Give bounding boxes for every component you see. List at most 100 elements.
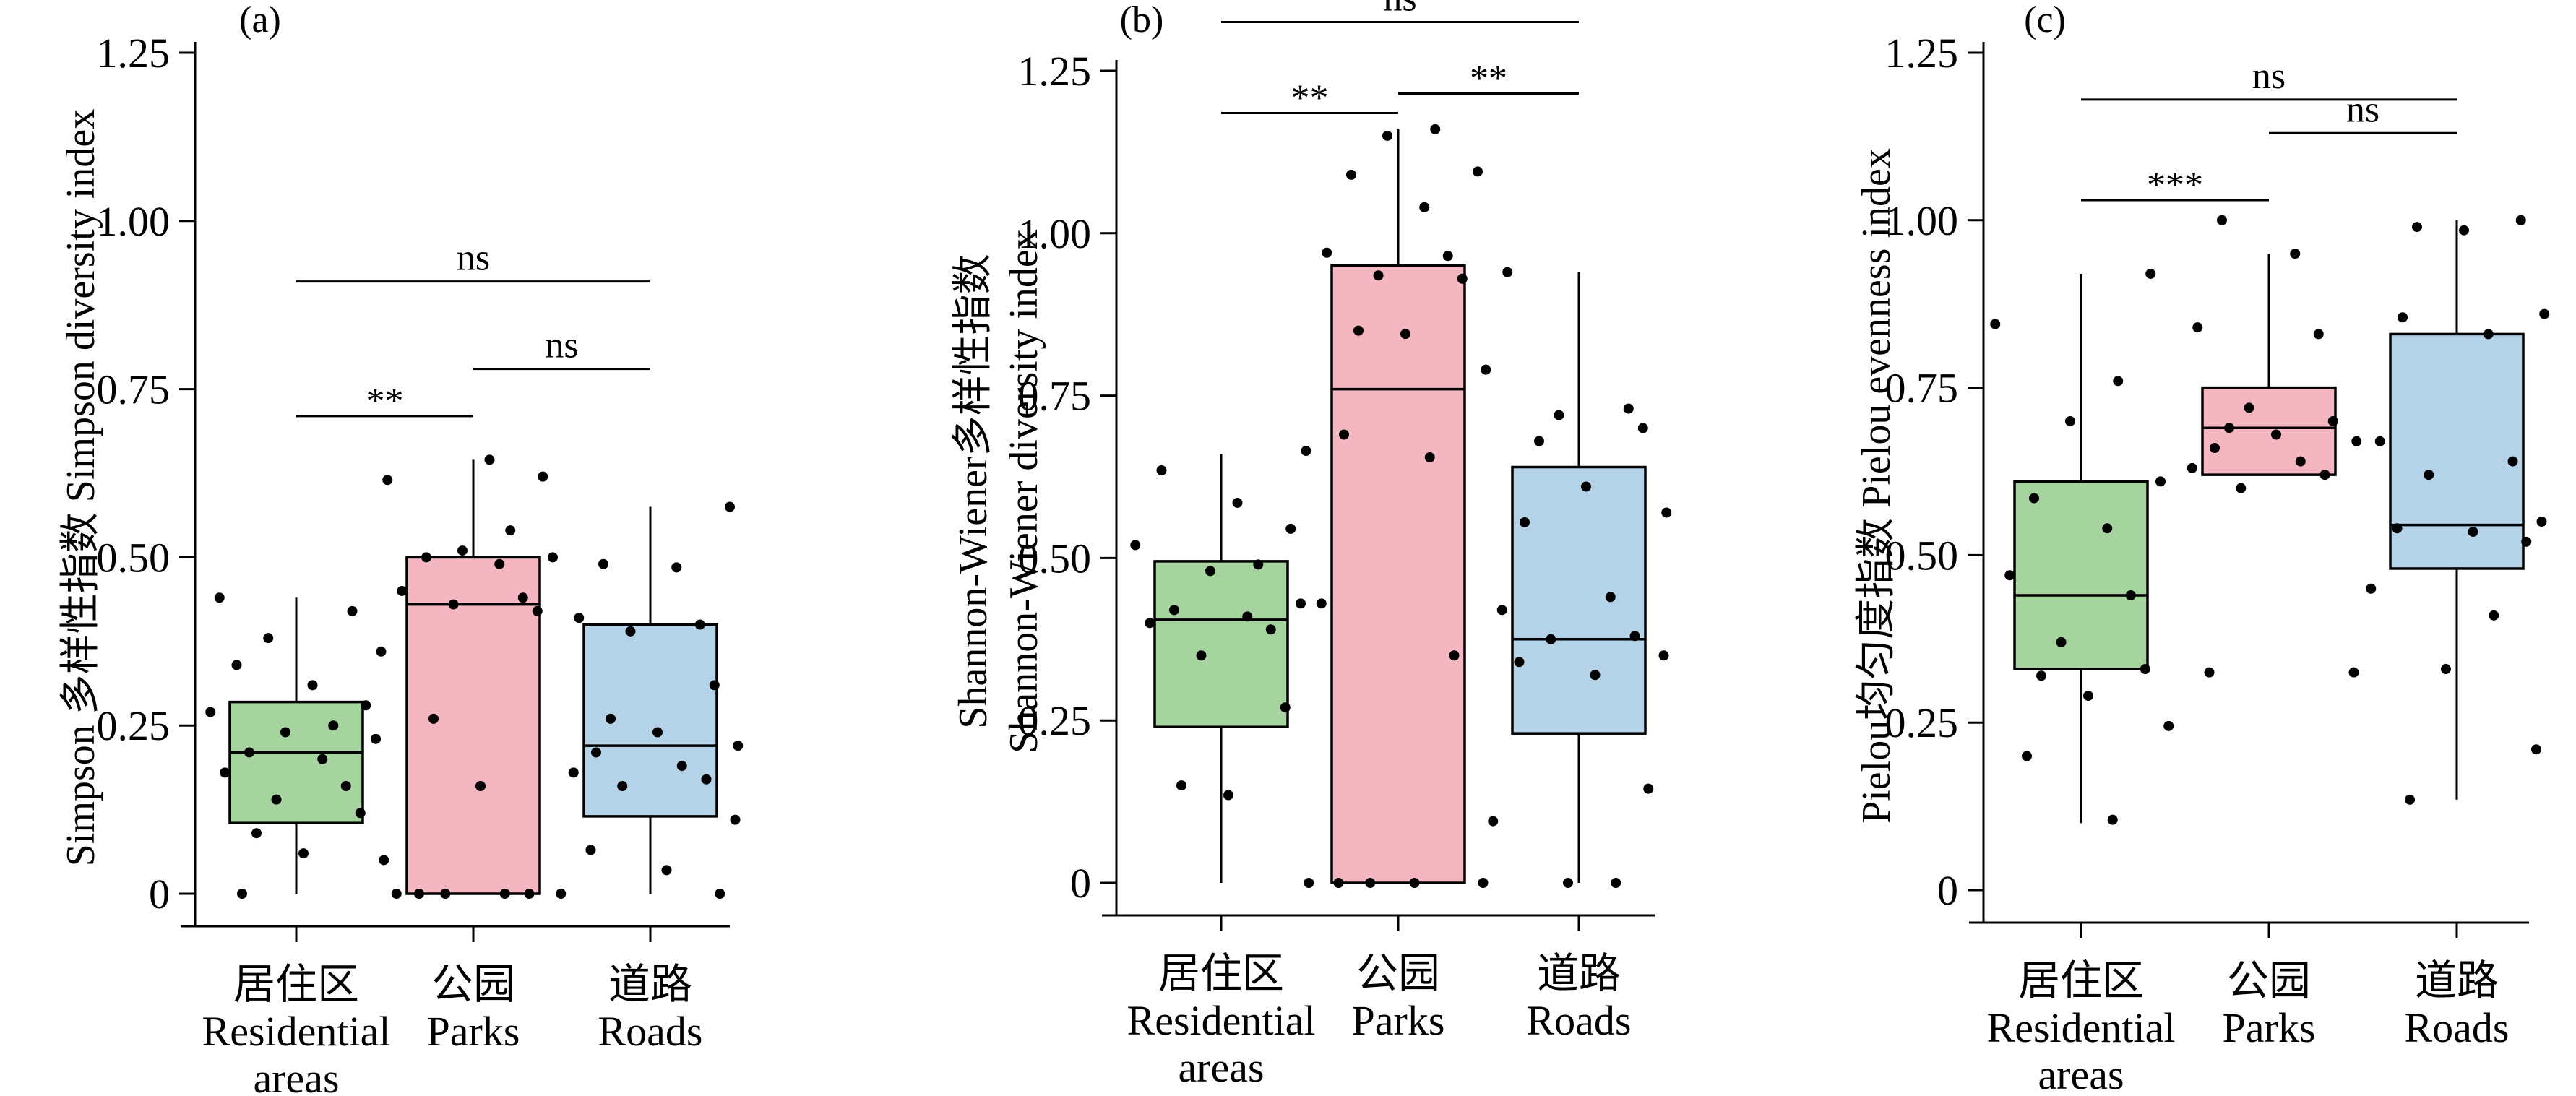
data-point [1481,364,1491,375]
data-point [517,592,528,603]
y-tick-label: 1.00 [1885,197,1959,244]
data-point [2515,215,2526,225]
y-axis-label-cn: Shannon-Wiener多样性指数 [951,254,996,728]
significance-label: ns [545,325,578,366]
data-point [2244,402,2254,413]
y-tick-label: 0.25 [1018,697,1092,744]
data-point [652,727,663,738]
data-point [1457,273,1468,284]
panel-label: (b) [1120,0,1164,40]
y-tick-label: 0.25 [1885,699,1959,746]
box-iqr [1511,465,1647,735]
data-point [2295,456,2306,467]
data-point [2507,456,2518,467]
data-point [725,501,735,512]
data-point [2366,583,2377,594]
data-point [1581,481,1591,492]
data-point [1534,436,1544,446]
data-point [1658,650,1669,661]
data-point [1430,124,1441,134]
y-tick-label: 0.50 [97,534,171,581]
data-point [574,613,585,623]
data-point [524,889,535,899]
data-point [1424,452,1435,463]
data-point [1400,329,1410,340]
data-point [2424,470,2434,480]
data-point [1478,878,1489,888]
data-point [548,552,558,563]
data-point [2405,794,2415,805]
box-iqr [2201,386,2337,476]
data-point [1301,446,1311,457]
x-category-label-cn: 公园 [431,961,515,1008]
data-point [2107,814,2118,825]
significance-label: ns [2346,89,2379,130]
y-axis-label: Shannon-Wiener多样性指数 Shannon-Wiener divers… [951,229,1046,754]
data-point [617,781,628,792]
data-point [231,660,242,670]
data-point [382,475,393,486]
data-point [457,545,468,556]
data-point [355,808,366,819]
data-point [733,741,744,751]
data-point [307,680,318,691]
data-point [361,700,371,711]
data-point [347,605,358,616]
x-category-label-en: areas [253,1055,339,1096]
data-point [1365,878,1376,888]
data-point [2531,744,2541,755]
data-point [1514,657,1525,668]
data-point [280,727,290,738]
data-point [701,774,712,785]
data-point [2313,329,2324,340]
data-point [2468,526,2478,537]
data-point [2029,493,2039,504]
data-point [448,599,459,610]
data-point [671,562,682,573]
data-point [1605,592,1616,603]
data-point [1130,540,1141,551]
data-point [2351,436,2362,446]
data-point [1285,523,1296,534]
data-point [2065,415,2075,426]
data-point [2536,517,2547,527]
data-point [2539,308,2550,319]
y-tick-label: 1.25 [1018,48,1092,95]
significance-label: ** [1470,58,1507,99]
x-category-label-en: Parks [427,1008,520,1055]
data-point [376,646,387,657]
data-point [1316,598,1327,609]
data-point [2489,610,2499,621]
data-point [2398,312,2408,323]
significance-label: *** [2147,165,2203,206]
box-iqr [582,623,718,818]
box-iqr [2389,332,2525,570]
data-point [371,733,381,744]
x-category-label-cn: 居住区 [2018,957,2144,1004]
data-point [2236,483,2247,493]
y-tick-label: 1.00 [97,198,171,245]
data-point [1590,670,1601,681]
x-category-label-en: Residential [1987,1004,2176,1051]
data-point [2271,429,2281,440]
data-point [220,767,231,778]
data-point [2113,376,2124,387]
significance-label: ns [1383,0,1416,20]
data-point [2140,664,2150,675]
data-point [317,754,328,764]
data-point [1563,878,1573,888]
data-point [1196,650,1207,661]
data-point [214,592,225,603]
data-point [1296,598,1306,609]
data-point [661,865,672,876]
y-tick-label: 0.25 [97,702,171,749]
data-point [2521,536,2532,547]
x-category-label-cn: 道路 [2415,957,2499,1004]
data-point [694,619,705,630]
data-point [1333,878,1344,888]
data-point [1280,702,1291,713]
data-point [2392,523,2403,534]
data-point [709,680,720,691]
data-point [251,828,262,839]
y-tick-label: 0 [149,871,170,918]
